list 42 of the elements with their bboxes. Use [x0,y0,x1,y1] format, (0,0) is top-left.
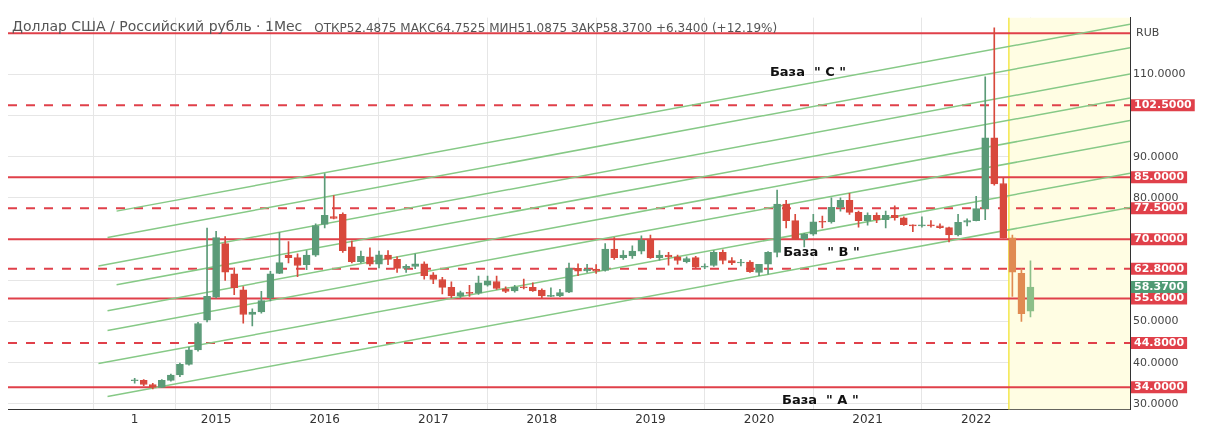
y-tick-label: 90.0000 [1133,149,1179,163]
candlestick [890,205,899,221]
x-tick-label: 2020 [743,411,775,426]
y-tick-label: 110.0000 [1133,67,1186,81]
candlestick [909,224,917,233]
ref-line-label: 77.5000 [1134,201,1185,215]
ref-line-label: 44.8000 [1134,335,1185,349]
candlestick [320,173,329,229]
annotation: База " А " [781,391,859,407]
x-tick-label: 2022 [960,411,992,426]
candlestick [619,250,628,260]
x-tick-label: 2021 [852,411,883,426]
y-tick-label: 50.0000 [1133,314,1179,328]
candlestick [592,264,600,274]
candlestick [737,258,745,267]
ref-line-label: 55.6000 [1134,291,1185,305]
x-tick-label: 1 [130,411,139,426]
candlestick [519,278,528,290]
x-tick-label: 2017 [418,411,449,426]
ref-line-label: 102.5000 [1134,98,1193,112]
y-axis-title: RUB [1136,26,1160,40]
candlestick [411,253,420,270]
y-tick-label: 80.0000 [1133,190,1179,204]
annotation: База " В " [783,244,860,260]
chart-subtitle: ОТКР52.4875 МАКС64.7525 МИН51.0875 ЗАКР58.3700 +6.3400 (+12.19%) [314,20,778,35]
x-tick-label: 2018 [526,411,558,426]
text: 58.3700 [1134,279,1185,293]
x-tick-label: 2019 [635,411,666,426]
y-tick-label: 40.0000 [1133,355,1179,369]
y-tick-label: 30.0000 [1133,396,1179,410]
candlestick [918,216,926,228]
annotation: База " С " [769,63,847,79]
candlestick [329,195,338,220]
chart-title: Доллар США / Российский рубль · 1Мес [12,18,303,35]
ref-line-label: 62.8000 [1134,261,1185,275]
x-tick-label: 2015 [200,411,232,426]
candlestick [248,308,257,327]
candlestick [927,220,935,228]
x-tick-label: 2016 [309,411,340,426]
ref-line-label: 34.0000 [1134,380,1185,394]
ref-line-label: 70.0000 [1134,231,1185,245]
ref-line-label: 85.0000 [1134,170,1185,184]
